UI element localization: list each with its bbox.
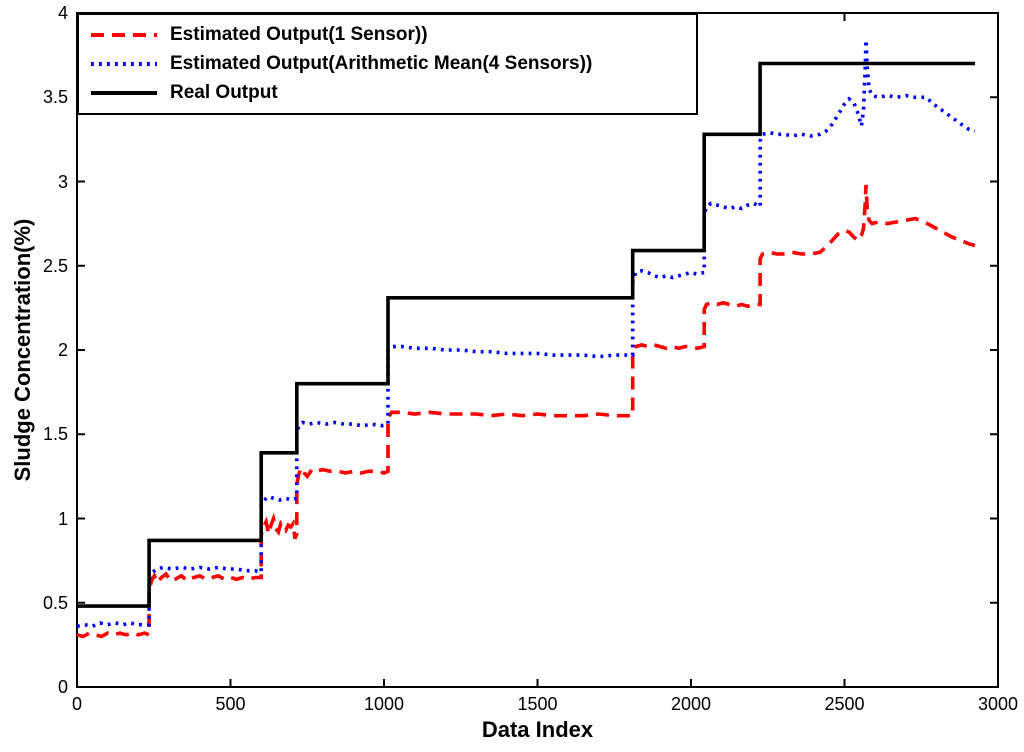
y-tick-label: 2.5 (42, 255, 68, 276)
legend-label: Estimated Output(1 Sensor)) (170, 23, 428, 45)
y-tick-label: 1.5 (42, 424, 68, 445)
legend-item-1-sensor: Estimated Output(1 Sensor)) (79, 24, 696, 46)
y-tick-label: 2 (57, 340, 68, 360)
x-tick-label: 3000 (977, 694, 1019, 714)
y-tick-label: 0.5 (42, 592, 68, 613)
y-tick-label: 1 (57, 508, 68, 529)
series-line-0 (76, 184, 976, 639)
x-tick-label: 0 (71, 694, 83, 714)
x-axis-label: Data Index (481, 717, 594, 742)
legend: Estimated Output(1 Sensor)) Estimated Ou… (77, 13, 698, 115)
x-tick-label: 1500 (517, 694, 558, 714)
legend-item-arithmetic-mean: Estimated Output(Arithmetic Mean(4 Senso… (79, 53, 696, 75)
red-dashed-line-sample-icon (91, 32, 157, 37)
x-tick-label: 2500 (824, 694, 865, 714)
series-line-2 (77, 61, 975, 608)
legend-item-real-output: Real Output (79, 82, 696, 104)
x-tick-label: 1000 (363, 694, 405, 714)
x-tick-label: 500 (215, 694, 246, 714)
y-tick-label: 0 (57, 677, 68, 697)
series-line-1 (76, 39, 976, 629)
y-tick-label: 4 (57, 3, 68, 23)
legend-label: Real Output (170, 82, 278, 104)
y-tick-label: 3 (57, 171, 68, 192)
blue-dotted-line-sample-icon (91, 61, 157, 66)
y-tick-label: 3.5 (42, 87, 68, 108)
black-solid-line-sample-icon (91, 91, 157, 96)
x-tick-label: 2000 (670, 694, 712, 714)
legend-label: Estimated Output(Arithmetic Mean(4 Senso… (170, 52, 593, 74)
